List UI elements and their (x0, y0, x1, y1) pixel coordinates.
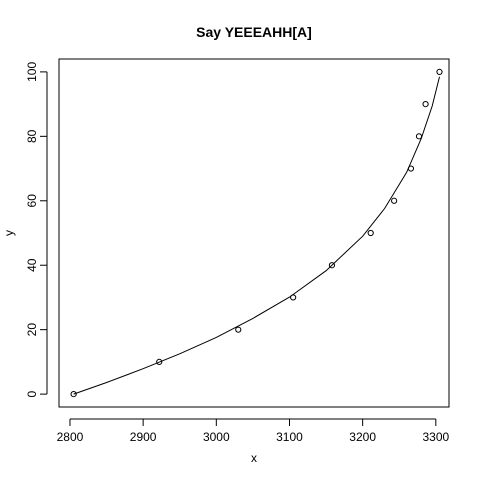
data-point (367, 229, 374, 237)
x-tick-label: 3000 (203, 430, 230, 444)
data-point (328, 262, 336, 269)
data-point (422, 101, 429, 108)
chart-title: Say YEEEAHH[A] (196, 24, 312, 40)
y-tick-label: 0 (25, 390, 39, 397)
x-tick-label: 2800 (57, 430, 84, 444)
data-point (415, 133, 423, 140)
plot-frame (58, 58, 450, 408)
x-tick-label: 2900 (130, 430, 157, 444)
x-tick-label: 3300 (422, 430, 449, 444)
data-point (156, 358, 163, 365)
x-axis-label: x (251, 451, 257, 465)
x-axis: 2800 2900 3000 3100 3200 3300 (57, 418, 449, 444)
y-tick-label: 20 (25, 323, 39, 337)
x-tick-label: 3200 (349, 430, 376, 444)
y-tick-label: 100 (25, 62, 39, 82)
data-point (70, 391, 77, 398)
data-point (391, 197, 398, 204)
x-tick-label: 3100 (276, 430, 303, 444)
y-axis: 0 20 40 60 80 100 (25, 62, 48, 397)
y-tick-label: 80 (25, 129, 39, 143)
data-point (436, 68, 443, 75)
data-point (407, 165, 415, 172)
y-axis-label: y (2, 230, 16, 236)
y-tick-label: 60 (25, 194, 39, 208)
fit-line-group (73, 76, 440, 395)
y-tick-label: 40 (25, 258, 39, 272)
data-point (235, 326, 242, 333)
data-point (290, 294, 297, 301)
points-group (70, 68, 443, 398)
fit-curve-line (73, 76, 440, 395)
